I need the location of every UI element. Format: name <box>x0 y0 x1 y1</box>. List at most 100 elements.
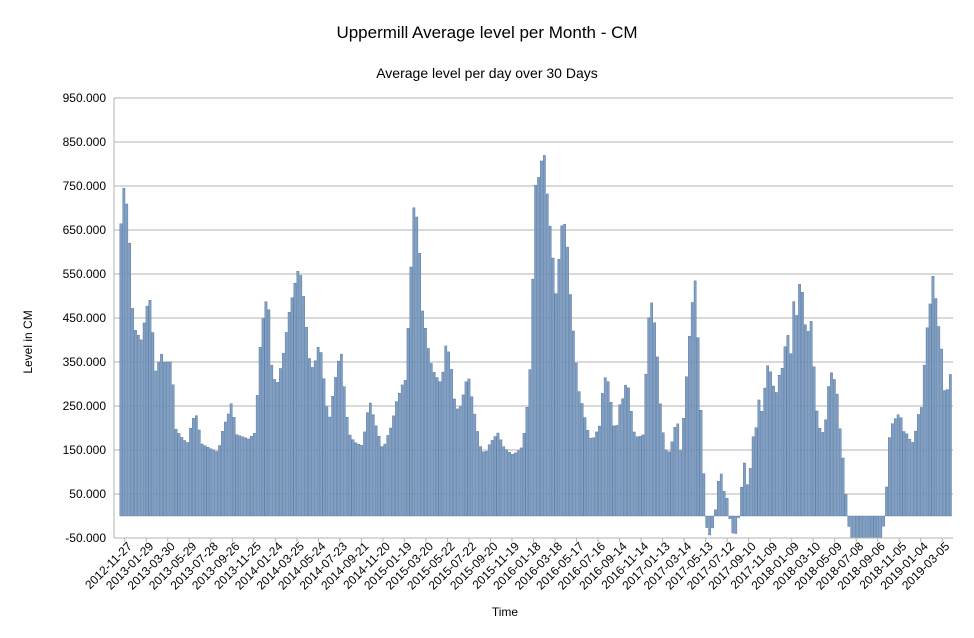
bar <box>206 447 210 517</box>
bar <box>551 257 555 517</box>
bar <box>290 297 294 517</box>
bar <box>850 515 854 539</box>
bar <box>186 442 189 517</box>
bar <box>647 317 651 517</box>
bar <box>708 515 711 536</box>
bar <box>772 385 775 517</box>
y-tick-label: -50.000 <box>65 531 106 545</box>
bar <box>328 416 332 517</box>
bar <box>528 369 532 517</box>
bar <box>351 439 355 517</box>
bar <box>313 360 317 517</box>
bar <box>902 431 906 517</box>
bar <box>508 452 511 517</box>
bar <box>789 353 793 517</box>
bar <box>580 403 584 517</box>
bar <box>157 361 160 517</box>
bar <box>601 393 604 517</box>
bar <box>864 515 868 539</box>
bar <box>540 160 543 517</box>
bar <box>859 515 862 539</box>
bar <box>934 298 938 517</box>
y-tick-label: 50.000 <box>69 487 106 501</box>
bar <box>421 310 424 517</box>
bar <box>606 381 610 517</box>
bar <box>383 443 387 517</box>
bar <box>380 446 384 517</box>
bar <box>624 384 627 517</box>
bar <box>682 418 685 517</box>
bar <box>400 384 404 517</box>
y-tick-label: 250.000 <box>63 399 107 413</box>
bar <box>119 223 123 517</box>
bar <box>583 417 587 517</box>
bar <box>577 391 581 517</box>
bar <box>525 407 529 517</box>
bar <box>432 372 436 517</box>
bar <box>284 332 288 517</box>
bar <box>644 373 648 517</box>
bar <box>311 367 314 517</box>
bar <box>899 417 903 517</box>
bar <box>337 360 340 517</box>
bar <box>467 378 471 517</box>
y-tick-label: 650.000 <box>63 223 107 237</box>
bar <box>244 437 247 517</box>
bar <box>702 473 706 517</box>
bar <box>717 481 720 517</box>
bar <box>165 361 169 517</box>
bar <box>830 372 833 517</box>
bar <box>746 484 749 517</box>
bar <box>322 378 326 517</box>
bar <box>325 406 329 517</box>
bar <box>531 278 535 517</box>
bar <box>690 302 694 517</box>
bar <box>270 364 274 517</box>
bar <box>806 331 810 517</box>
bar <box>360 445 363 517</box>
bar <box>667 451 671 517</box>
bar <box>296 271 300 517</box>
bar <box>844 494 848 517</box>
bar <box>194 415 198 517</box>
bar <box>867 515 871 539</box>
bar <box>621 398 624 517</box>
bar <box>783 346 787 517</box>
bar <box>870 515 874 539</box>
bar <box>879 515 883 539</box>
bar <box>676 423 680 517</box>
bar <box>261 318 265 517</box>
bar <box>653 322 656 517</box>
bar <box>435 377 439 517</box>
bar <box>238 435 242 517</box>
bar <box>896 414 900 517</box>
bar <box>226 413 230 517</box>
bar <box>215 451 218 517</box>
bar <box>943 390 946 517</box>
bar <box>638 436 642 517</box>
bar <box>218 445 221 517</box>
bar <box>554 293 558 517</box>
bar <box>403 380 407 517</box>
bar <box>151 332 155 517</box>
bar <box>833 379 836 517</box>
bar <box>409 266 413 517</box>
bar <box>693 280 697 517</box>
bar <box>444 345 448 517</box>
bar <box>856 515 859 539</box>
bar <box>308 358 311 517</box>
bar <box>229 403 233 517</box>
bar <box>476 431 479 517</box>
bar <box>711 515 714 529</box>
bar <box>804 324 807 517</box>
bar <box>725 498 729 517</box>
bar <box>247 438 250 517</box>
bar <box>572 330 575 517</box>
bar <box>673 427 677 517</box>
bar <box>319 352 323 517</box>
y-axis-label: Level in CM <box>21 310 35 373</box>
bar <box>293 282 297 517</box>
bar <box>946 389 949 517</box>
bar <box>670 441 674 517</box>
bar <box>815 410 819 517</box>
